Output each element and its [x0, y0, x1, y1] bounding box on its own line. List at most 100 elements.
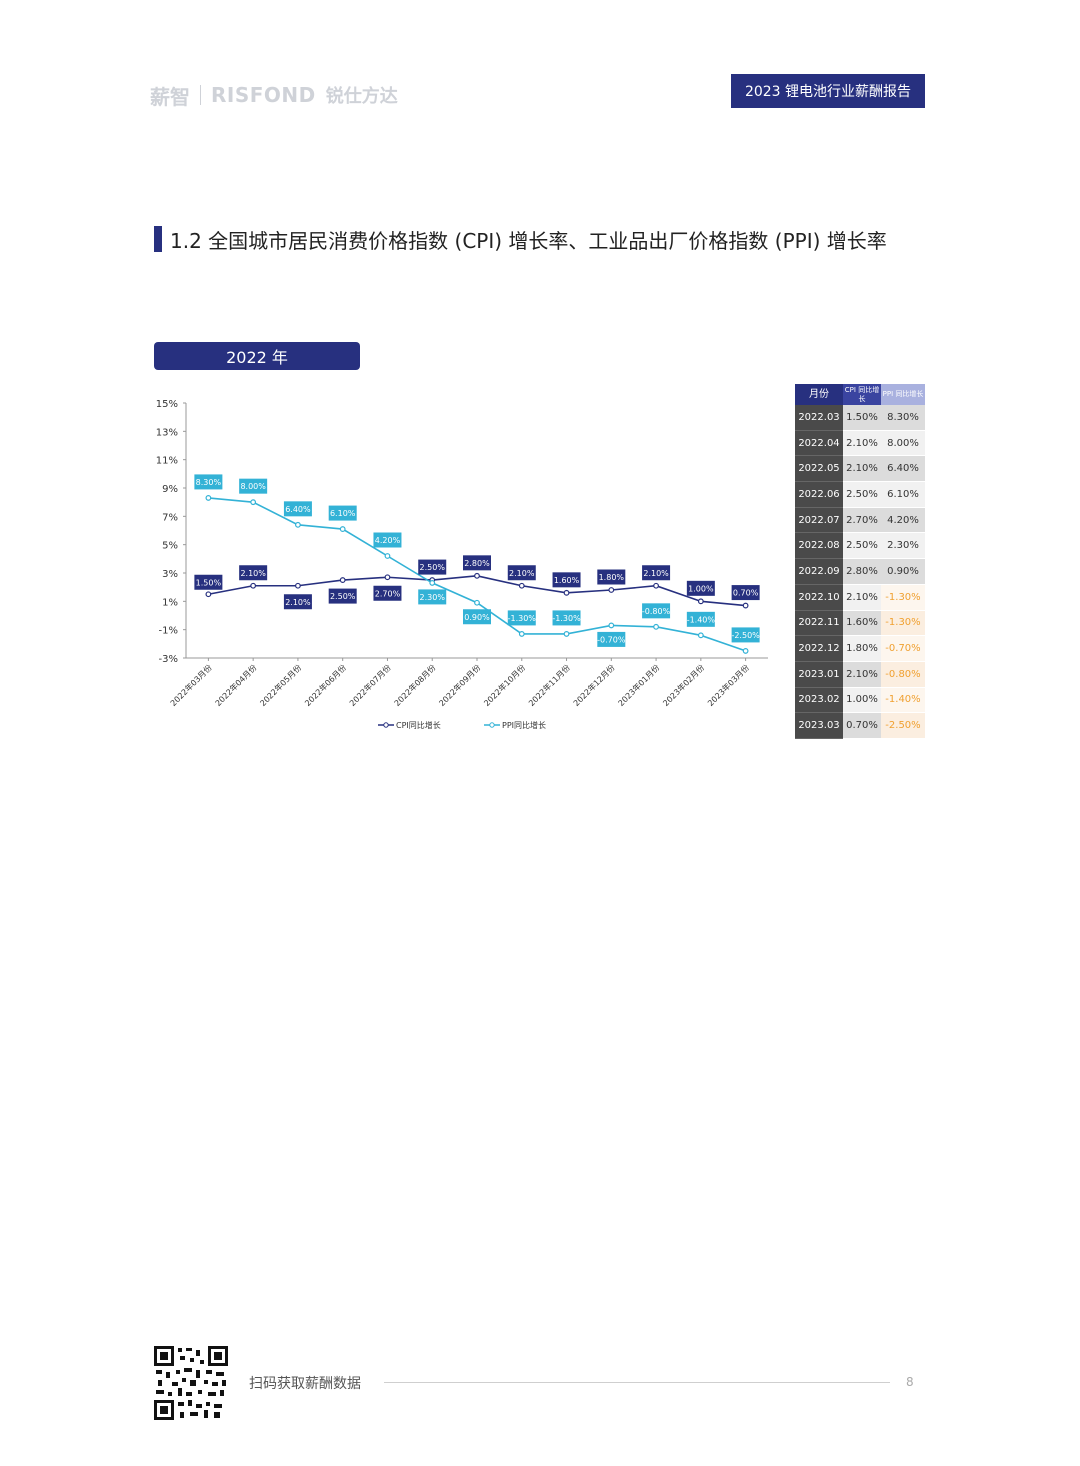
cpi-data-label-box — [194, 574, 223, 590]
cpi-point — [295, 582, 301, 589]
x-tick-label: 2022年11月份 — [526, 662, 572, 708]
cpi-data-label-box — [686, 580, 715, 596]
section-title-bar — [154, 226, 162, 252]
cpi-point — [518, 582, 525, 589]
footer-text: 扫码获取薪酬数据 — [249, 1376, 361, 1392]
cpi-data-label-box — [597, 569, 626, 585]
cpi-data-label: 1.60% — [554, 576, 580, 585]
page-number: 8 — [906, 1375, 914, 1389]
cpi-data-label: 1.80% — [599, 573, 625, 582]
table-cell-month: 2023.02 — [795, 687, 843, 714]
ppi-point — [205, 495, 212, 501]
logo-divider — [200, 85, 201, 105]
section-title-text: 1.2 全国城市居民消费价格指数 (CPI) 增长率、工业品出厂价格指数 (PP… — [170, 228, 887, 253]
table-cell-ppi: -0.70% — [881, 636, 925, 662]
ppi-data-label-box — [731, 627, 760, 643]
table-cell-month: 2023.01 — [795, 661, 843, 688]
cpi-point — [608, 587, 615, 593]
table-header-month: 月份 — [795, 384, 843, 405]
table-cell-cpi: 2.10% — [843, 430, 881, 457]
table-cell-month: 2022.05 — [795, 456, 843, 483]
table-cell-ppi: -2.50% — [881, 713, 925, 739]
cpi-ppi-line-chart: 15%13%11%9%7%5%3%1%-1%-3%2022年03月份 2022年0… — [156, 399, 768, 730]
cpi-point — [250, 582, 257, 589]
x-tick-label: 2022年05月份 — [258, 662, 304, 708]
ppi-point — [250, 499, 257, 506]
y-tick-label: 11% — [156, 456, 178, 467]
ppi-data-label-box — [463, 609, 491, 625]
cpi-data-label: 2.50% — [330, 592, 356, 601]
table-cell-ppi: 0.90% — [881, 559, 925, 585]
ppi-data-label-box — [418, 589, 447, 605]
cpi-data-label-box — [507, 565, 536, 581]
cpi-data-label-box — [463, 555, 491, 571]
x-tick-label: 2022年07月份 — [347, 662, 393, 708]
ppi-data-label-box — [597, 631, 626, 647]
table-row: 2022.04 2.10% 8.00% — [795, 430, 925, 457]
cpi-data-label: 1.50% — [196, 578, 222, 587]
table-cell-month: 2022.06 — [795, 482, 843, 508]
ppi-data-label: -0.80% — [642, 607, 671, 616]
cpi-point — [339, 577, 346, 583]
table-cell-month: 2022.08 — [795, 533, 843, 560]
legend-ppi-marker — [489, 722, 495, 728]
cpi-point — [653, 582, 659, 589]
y-tick-label: 13% — [156, 427, 178, 438]
x-tick-label: 2023年03月份 — [705, 662, 751, 708]
table-cell-ppi: -0.80% — [881, 661, 925, 688]
table-cell-ppi: 6.40% — [881, 456, 925, 483]
cpi-data-label: 2.10% — [240, 569, 266, 578]
table-row: 2023.03 0.70% -2.50% — [795, 713, 925, 739]
table-cell-month: 2022.09 — [795, 559, 843, 585]
ppi-data-label-box — [373, 532, 402, 548]
y-tick-label: -1% — [159, 626, 178, 637]
cpi-data-label: 0.70% — [733, 589, 759, 598]
cpi-data-label: 2.50% — [420, 563, 446, 572]
table-header-ppi: PPI 同比增长 — [881, 384, 925, 405]
ppi-data-label-box — [642, 603, 671, 619]
y-tick-label: 5% — [162, 541, 178, 552]
ppi-point — [295, 521, 301, 528]
ppi-point — [339, 526, 346, 532]
ppi-data-label-box — [552, 610, 581, 626]
table-cell-cpi: 2.10% — [843, 456, 881, 483]
cpi-data-label-box — [373, 585, 402, 601]
ppi-data-label: 8.00% — [240, 482, 266, 491]
table-row: 2022.08 2.50% 2.30% — [795, 533, 925, 560]
table-cell-month: 2023.03 — [795, 713, 843, 739]
table-row: 2022.07 2.70% 4.20% — [795, 507, 925, 534]
ppi-data-label: -1.30% — [552, 614, 581, 623]
table-cell-month: 2022.12 — [795, 636, 843, 662]
ppi-data-label: -1.30% — [508, 614, 537, 623]
cpi-data-label-box — [418, 559, 447, 575]
x-tick-label: 2023年01月份 — [616, 662, 662, 708]
table-cell-month: 2022.10 — [795, 584, 843, 611]
ppi-data-label: 8.30% — [196, 478, 222, 487]
cpi-point — [384, 574, 391, 581]
qr-code-icon — [154, 1346, 228, 1420]
y-tick-label: 9% — [162, 484, 178, 495]
table-cell-ppi: 8.00% — [881, 430, 925, 457]
ppi-point — [474, 599, 480, 606]
data-table: 月份 CPI 同比增长 PPI 同比增长 2022.03 1.50% 8.30% 20… — [795, 384, 925, 739]
cpi-data-label: 2.70% — [375, 589, 401, 598]
ppi-point — [653, 623, 659, 630]
table-cell-month: 2022.07 — [795, 507, 843, 534]
ppi-data-label-box — [328, 505, 357, 521]
ppi-data-label: -1.40% — [687, 615, 716, 624]
ppi-data-label-box — [507, 610, 536, 626]
cpi-data-label-box — [239, 565, 268, 581]
x-tick-label: 2022年08月份 — [392, 662, 438, 708]
cpi-data-label: 2.80% — [464, 559, 490, 568]
table-cell-month: 2022.04 — [795, 430, 843, 457]
y-tick-label: 1% — [162, 597, 178, 608]
table-row: 2022.11 1.60% -1.30% — [795, 610, 925, 637]
cpi-point — [742, 602, 749, 609]
ppi-point — [563, 631, 570, 637]
table-cell-cpi: 2.10% — [843, 661, 881, 688]
ppi-data-label: 4.20% — [375, 536, 401, 545]
table-header: 月份 CPI 同比增长 PPI 同比增长 — [795, 384, 925, 405]
table-row: 2022.12 1.80% -0.70% — [795, 636, 925, 662]
table-row: 2022.09 2.80% 0.90% — [795, 559, 925, 585]
ppi-point — [697, 632, 704, 639]
